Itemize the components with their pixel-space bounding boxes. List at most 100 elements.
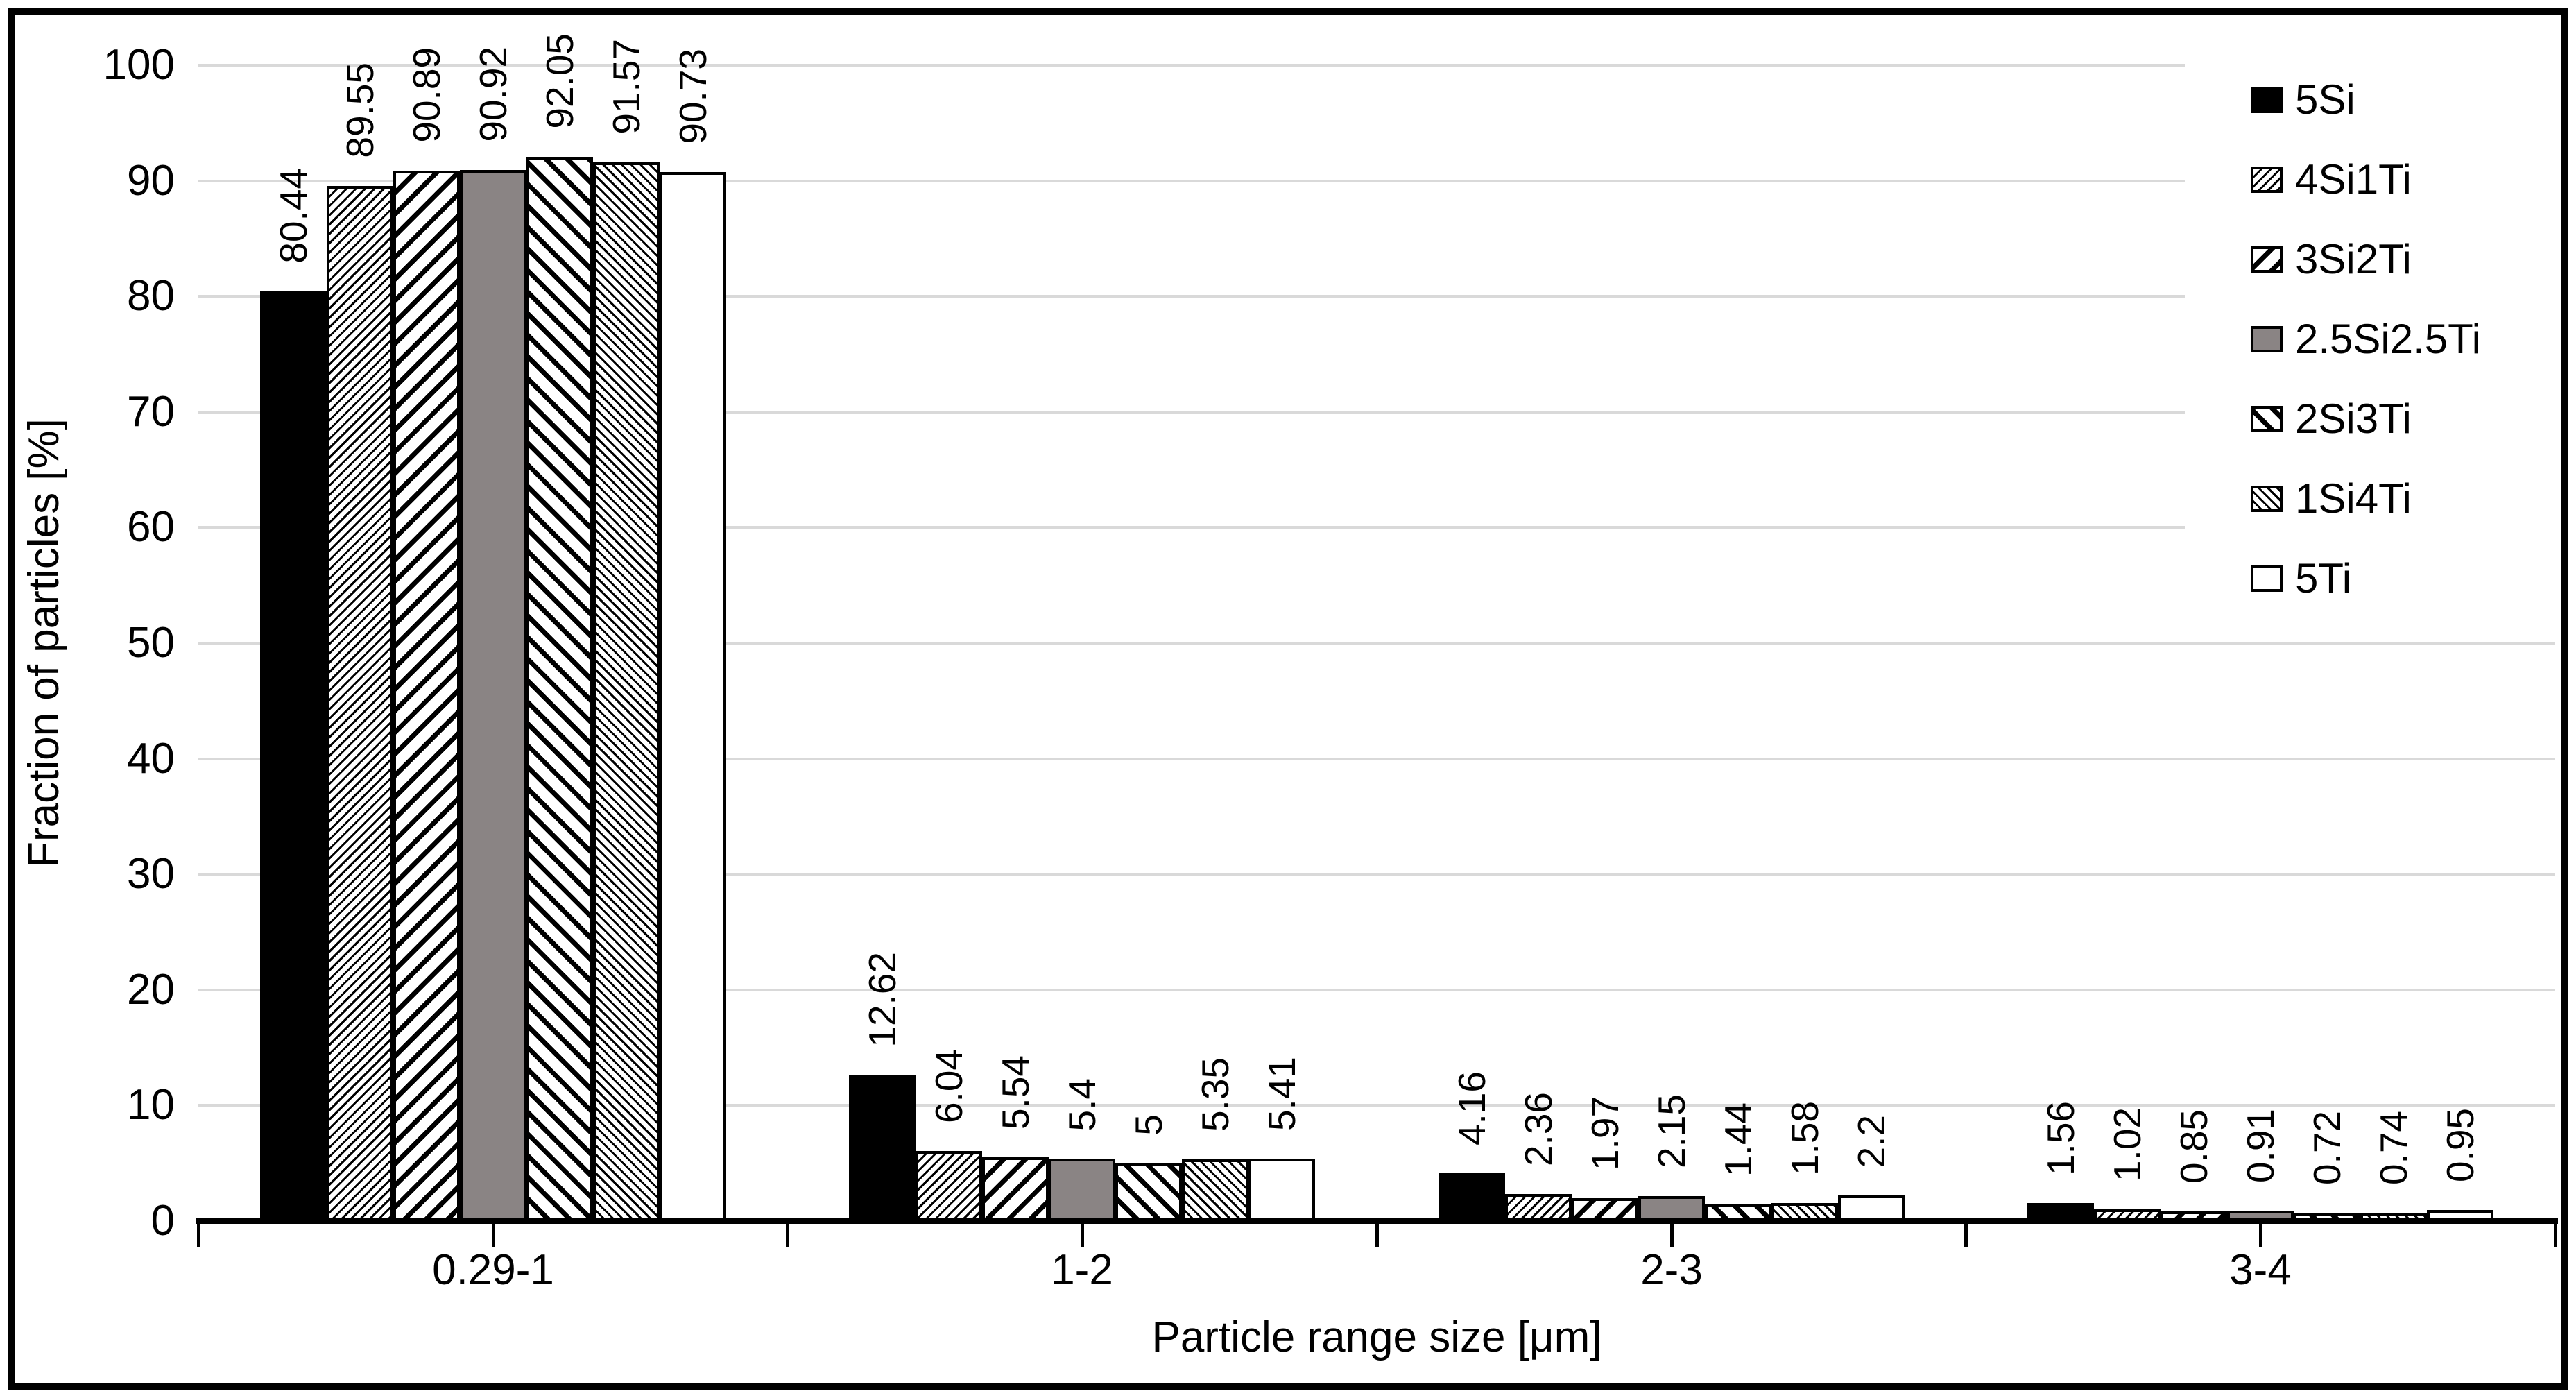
x-axis-title: Particle range size [μm] bbox=[1151, 1313, 1602, 1361]
legend-label-3Si2Ti: 3Si2Ti bbox=[2295, 236, 2412, 282]
bar-5Si-cat1 bbox=[849, 1075, 916, 1221]
bar-value-label-2Si3Ti-cat3: 0.72 bbox=[2305, 1110, 2349, 1185]
bar-5Si-cat0 bbox=[260, 291, 327, 1221]
y-tick-label-10: 10 bbox=[127, 1081, 175, 1130]
bar-3Si2Ti-cat0 bbox=[393, 171, 460, 1221]
y-tick-label-40: 40 bbox=[127, 734, 175, 783]
bar-1Si4Ti-cat1 bbox=[1182, 1159, 1248, 1221]
bar-value-label-2.5Si2.5Ti-cat2: 2.15 bbox=[1650, 1093, 1693, 1168]
bar-value-label-3Si2Ti-cat3: 0.85 bbox=[2172, 1109, 2215, 1184]
bar-value-label-5Si-cat2: 4.16 bbox=[1450, 1071, 1493, 1145]
gridline-40 bbox=[198, 757, 2555, 760]
gridline-80 bbox=[198, 295, 2555, 298]
legend-swatch-3Si2Ti bbox=[2251, 246, 2283, 273]
y-tick-label-30: 30 bbox=[127, 850, 175, 898]
legend-item-1Si4Ti: 1Si4Ti bbox=[2251, 477, 2412, 520]
bar-4Si1Ti-cat1 bbox=[916, 1151, 982, 1221]
x-axis-line bbox=[196, 1218, 2558, 1224]
x-axis-tick bbox=[786, 1224, 789, 1247]
bar-5Ti-cat0 bbox=[660, 172, 726, 1221]
bar-value-label-5Ti-cat3: 0.95 bbox=[2439, 1107, 2482, 1182]
bar-value-label-2Si3Ti-cat0: 92.05 bbox=[538, 33, 581, 129]
legend-item-2Si3Ti: 2Si3Ti bbox=[2251, 398, 2412, 441]
bar-1Si4Ti-cat0 bbox=[593, 162, 660, 1221]
bar-value-label-1Si4Ti-cat0: 91.57 bbox=[605, 39, 648, 135]
legend-item-5Si: 5Si bbox=[2251, 78, 2355, 121]
legend-item-2.5Si2.5Ti: 2.5Si2.5Ti bbox=[2251, 318, 2481, 361]
bar-2Si3Ti-cat1 bbox=[1115, 1163, 1182, 1221]
bar-3Si2Ti-cat1 bbox=[982, 1157, 1049, 1221]
bar-4Si1Ti-cat2 bbox=[1505, 1194, 1572, 1221]
gridline-20 bbox=[198, 988, 2555, 991]
bar-value-label-2Si3Ti-cat1: 5 bbox=[1127, 1114, 1170, 1136]
bar-value-label-1Si4Ti-cat3: 0.74 bbox=[2372, 1110, 2415, 1185]
gridline-90 bbox=[198, 179, 2555, 182]
legend-item-4Si1Ti: 4Si1Ti bbox=[2251, 158, 2412, 201]
y-tick-label-20: 20 bbox=[127, 965, 175, 1014]
bar-value-label-2.5Si2.5Ti-cat1: 5.4 bbox=[1061, 1077, 1104, 1131]
x-axis-tick bbox=[1081, 1224, 1084, 1247]
bar-5Ti-cat2 bbox=[1838, 1195, 1905, 1221]
gridline-30 bbox=[198, 873, 2555, 876]
bar-2.5Si2.5Ti-cat1 bbox=[1049, 1159, 1115, 1221]
category-label-2: 2-3 bbox=[1640, 1246, 1703, 1294]
gridline-60 bbox=[198, 526, 2555, 529]
legend-swatch-2Si3Ti bbox=[2251, 406, 2283, 432]
legend-swatch-5Si bbox=[2251, 87, 2283, 113]
y-tick-label-50: 50 bbox=[127, 619, 175, 667]
bar-value-label-1Si4Ti-cat2: 1.58 bbox=[1783, 1100, 1826, 1175]
bar-value-label-4Si1Ti-cat1: 6.04 bbox=[927, 1048, 970, 1123]
legend-label-5Ti: 5Ti bbox=[2295, 555, 2352, 602]
legend-swatch-5Ti bbox=[2251, 565, 2283, 592]
bar-value-label-5Ti-cat0: 90.73 bbox=[671, 49, 714, 144]
bar-5Si-cat2 bbox=[1439, 1173, 1505, 1221]
x-axis-tick bbox=[1964, 1224, 1968, 1247]
legend-label-4Si1Ti: 4Si1Ti bbox=[2295, 156, 2412, 203]
bar-2.5Si2.5Ti-cat2 bbox=[1638, 1196, 1705, 1221]
x-axis-tick bbox=[197, 1224, 200, 1247]
category-label-0: 0.29-1 bbox=[432, 1246, 554, 1294]
bar-value-label-2.5Si2.5Ti-cat0: 90.92 bbox=[472, 46, 515, 142]
x-axis-tick bbox=[2554, 1224, 2557, 1247]
bar-value-label-5Ti-cat2: 2.2 bbox=[1850, 1114, 1893, 1168]
legend-item-5Ti: 5Ti bbox=[2251, 557, 2351, 600]
x-axis-tick bbox=[1670, 1224, 1674, 1247]
bar-value-label-2Si3Ti-cat2: 1.44 bbox=[1717, 1102, 1760, 1177]
legend-background bbox=[2185, 42, 2558, 628]
legend-swatch-4Si1Ti bbox=[2251, 167, 2283, 193]
bar-value-label-3Si2Ti-cat2: 1.97 bbox=[1583, 1096, 1626, 1170]
legend-label-2Si3Ti: 2Si3Ti bbox=[2295, 395, 2412, 442]
legend-swatch-2.5Si2.5Ti bbox=[2251, 326, 2283, 352]
bar-5Ti-cat1 bbox=[1248, 1159, 1315, 1221]
y-tick-label-70: 70 bbox=[127, 387, 175, 436]
category-label-1: 1-2 bbox=[1051, 1246, 1113, 1294]
bar-value-label-3Si2Ti-cat1: 5.54 bbox=[994, 1055, 1037, 1130]
y-tick-label-90: 90 bbox=[127, 156, 175, 205]
bar-value-label-4Si1Ti-cat0: 89.55 bbox=[338, 62, 381, 158]
bar-2Si3Ti-cat0 bbox=[526, 157, 593, 1221]
bar-value-label-5Ti-cat1: 5.41 bbox=[1260, 1056, 1303, 1131]
gridline-10 bbox=[198, 1104, 2555, 1107]
bar-4Si1Ti-cat0 bbox=[327, 186, 393, 1221]
bar-3Si2Ti-cat2 bbox=[1572, 1198, 1638, 1221]
y-tick-label-60: 60 bbox=[127, 503, 175, 552]
bar-5Si-cat3 bbox=[2027, 1203, 2094, 1221]
legend-label-5Si: 5Si bbox=[2295, 76, 2355, 123]
bar-2.5Si2.5Ti-cat0 bbox=[460, 170, 526, 1221]
bar-value-label-5Si-cat1: 12.62 bbox=[861, 952, 904, 1048]
legend-label-2.5Si2.5Ti: 2.5Si2.5Ti bbox=[2295, 316, 2481, 362]
y-tick-label-0: 0 bbox=[151, 1197, 175, 1245]
bar-value-label-4Si1Ti-cat2: 2.36 bbox=[1517, 1091, 1560, 1166]
gridline-70 bbox=[198, 410, 2555, 414]
bar-value-label-3Si2Ti-cat0: 90.89 bbox=[405, 47, 448, 143]
x-axis-tick bbox=[1375, 1224, 1379, 1247]
gridline-50 bbox=[198, 642, 2555, 645]
y-tick-label-100: 100 bbox=[103, 41, 175, 89]
bar-value-label-5Si-cat0: 80.44 bbox=[272, 168, 315, 264]
x-axis-tick bbox=[2259, 1224, 2262, 1247]
bar-value-label-5Si-cat3: 1.56 bbox=[2039, 1100, 2082, 1175]
y-tick-label-80: 80 bbox=[127, 272, 175, 321]
bar-value-label-1Si4Ti-cat1: 5.35 bbox=[1194, 1057, 1237, 1132]
bar-value-label-4Si1Ti-cat3: 1.02 bbox=[2106, 1107, 2149, 1182]
